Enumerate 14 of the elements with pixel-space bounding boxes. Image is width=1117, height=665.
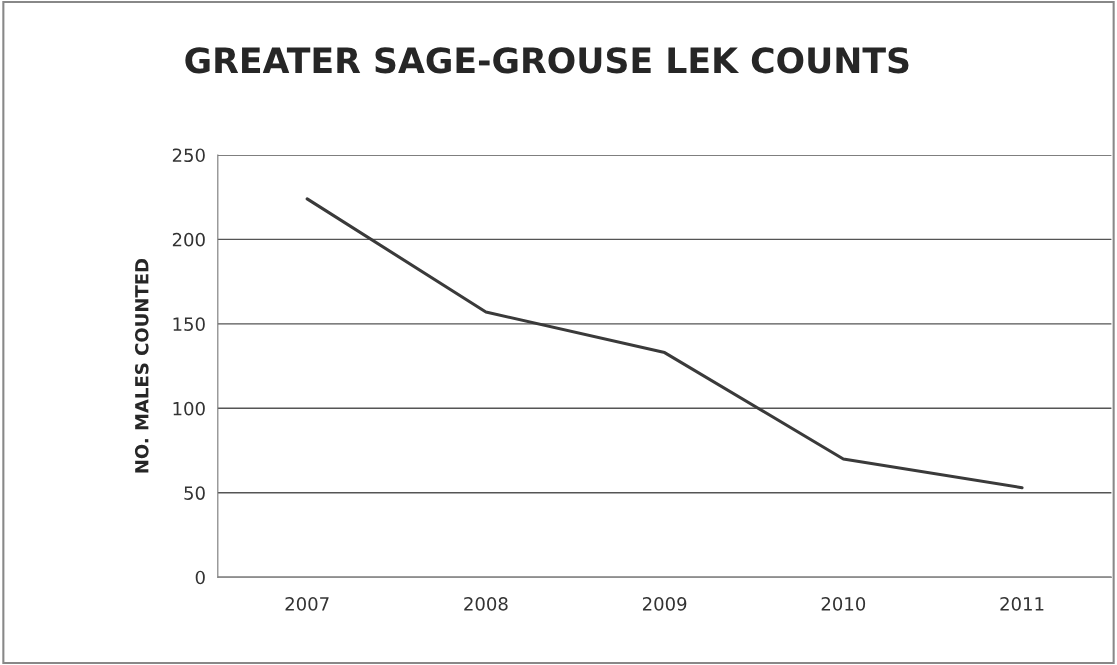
y-tick-label: 250 — [172, 148, 205, 163]
y-tick-label: 0 — [195, 570, 205, 585]
x-tick-label: 2009 — [642, 596, 687, 611]
x-tick-label: 2007 — [285, 596, 329, 611]
line-series — [305, 197, 1024, 490]
x-tick-label: 2010 — [821, 596, 866, 611]
chart-title: GREATER SAGE-GROUSE LEK COUNTS — [185, 47, 909, 74]
x-tick-label: 2008 — [464, 596, 508, 611]
y-tick-label: 150 — [173, 317, 205, 331]
y-tick-label: 100 — [173, 401, 205, 416]
x-tick-label: 2011 — [1000, 596, 1044, 611]
y-axis-title: NO. MALES COUNTED — [134, 258, 149, 473]
y-tick-label: 50 — [184, 486, 205, 500]
y-tick-label: 200 — [172, 232, 205, 247]
